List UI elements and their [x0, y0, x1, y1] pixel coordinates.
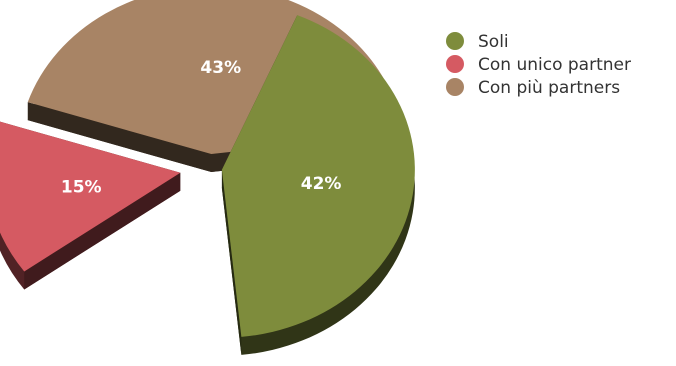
legend-item-con-unico-partner: Con unico partner — [446, 55, 631, 75]
legend-swatch-con-piu-partners — [446, 78, 464, 96]
legend-swatch-con-unico-partner — [446, 55, 464, 73]
pie-slice-soli — [221, 15, 415, 355]
data-label-soli: 42% — [301, 174, 342, 194]
pie-slice-top-con-unico-partner — [0, 121, 181, 272]
legend-label-con-piu-partners: Con più partners — [478, 78, 620, 98]
pie-slice-top-soli — [221, 15, 415, 337]
legend-item-con-piu-partners: Con più partners — [446, 78, 620, 98]
legend-label-con-unico-partner: Con unico partner — [478, 55, 631, 75]
data-labels-layer: 43% 15% 42% — [61, 58, 342, 197]
data-label-con-piu-partners: 43% — [200, 58, 241, 78]
slices-layer — [0, 0, 415, 355]
legend-label-soli: Soli — [478, 32, 509, 52]
data-label-con-unico-partner: 15% — [61, 177, 102, 197]
legend-swatch-soli — [446, 32, 464, 50]
legend: Soli Con unico partner Con più partners — [446, 32, 631, 98]
pie-slice-con-unico-partner — [0, 121, 181, 290]
legend-item-soli: Soli — [446, 32, 509, 52]
